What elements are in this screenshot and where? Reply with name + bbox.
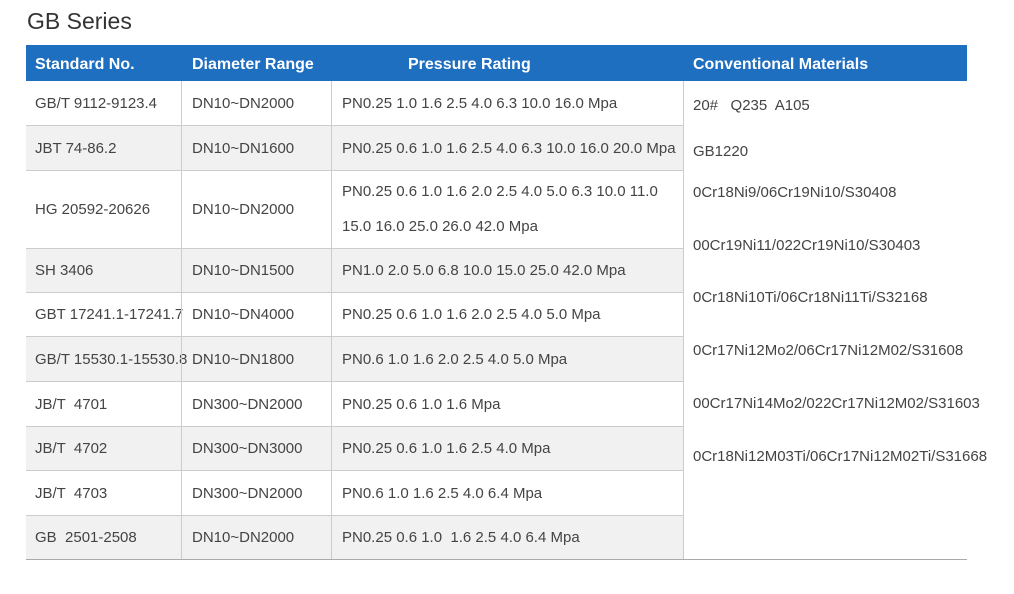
table-cell: JBT 74-86.2 — [35, 139, 117, 157]
material: 00Cr17Ni14Mo2/022Cr17Ni12M02/S31603 — [693, 395, 980, 412]
header-cell: Diameter Range — [192, 56, 314, 73]
table-cell: PN1.0 2.0 5.0 6.8 10.0 15.0 25.0 42.0 Mp… — [342, 262, 626, 279]
table-cell: SH 3406 — [35, 262, 94, 279]
table-header — [26, 45, 967, 81]
table-row — [26, 81, 683, 126]
column-divider — [683, 81, 684, 560]
table-cell: DN10~DN2000 — [192, 529, 295, 546]
table-row — [26, 249, 683, 293]
table-cell: 15.0 16.0 25.0 26.0 42.0 Mpa — [342, 218, 538, 235]
header-cell: Conventional Materials — [693, 56, 869, 73]
table-cell: JB/T 4703 — [35, 484, 108, 502]
table-cell: DN10~DN1600 — [192, 139, 295, 157]
table-row — [26, 126, 683, 171]
bottom-rule — [26, 559, 967, 560]
table-row — [26, 293, 683, 337]
material: GB1220 — [693, 143, 749, 160]
table-cell: GB/T 9112-9123.4 — [35, 94, 158, 112]
table-cell: PN0.25 0.6 1.0 1.6 2.5 4.0 6.3 10.0 16.0… — [342, 139, 676, 157]
header-cell: Pressure Rating — [408, 56, 531, 73]
table-cell: HG 20592-20626 — [35, 201, 151, 218]
table-cell: PN0.25 0.6 1.0 1.6 2.5 4.0 Mpa — [342, 440, 551, 457]
table-cell: DN10~DN2000 — [192, 94, 295, 112]
table-cell: PN0.25 0.6 1.0 1.6 2.5 4.0 6.4 Mpa — [342, 529, 580, 546]
table-cell: JB/T 4701 — [35, 395, 108, 413]
table-row — [26, 516, 683, 560]
table-row — [26, 471, 683, 516]
table-cell: DN300~DN3000 — [192, 440, 303, 457]
table-cell: GBT 17241.1-17241.7 — [35, 306, 184, 323]
table-cell: DN10~DN4000 — [192, 306, 295, 323]
table-cell: PN0.25 0.6 1.0 1.6 2.0 2.5 4.0 5.0 Mpa — [342, 306, 601, 323]
table-row — [26, 382, 683, 427]
table-cell: PN0.25 0.6 1.0 1.6 Mpa — [342, 395, 501, 413]
header-cell: Standard No. — [35, 56, 135, 73]
table-cell: PN0.25 1.0 1.6 2.5 4.0 6.3 10.0 16.0 Mpa — [342, 94, 618, 112]
table-cell: GB/T 15530.1-15530.8 — [35, 350, 188, 368]
column-divider — [331, 81, 332, 560]
table-cell: JB/T 4702 — [35, 440, 108, 457]
material: 0Cr18Ni12M03Ti/06Cr17Ni12M02Ti/S31668 — [693, 448, 988, 465]
material: 0Cr18Ni10Ti/06Cr18Ni11Ti/S32168 — [693, 289, 928, 306]
table-cell: PN0.25 0.6 1.0 1.6 2.0 2.5 4.0 5.0 6.3 1… — [342, 183, 658, 200]
material: 0Cr18Ni9/06Cr19Ni10/S30408 — [693, 184, 897, 201]
column-divider — [181, 81, 182, 560]
material: 00Cr19Ni11/022Cr19Ni10/S30403 — [693, 237, 921, 254]
table-cell: DN300~DN2000 — [192, 395, 303, 413]
table-cell: DN10~DN2000 — [192, 201, 295, 218]
material: 20# Q235 A105 — [693, 97, 810, 114]
table-cell: GB 2501-2508 — [35, 529, 137, 546]
material: 0Cr17Ni12Mo2/06Cr17Ni12M02/S31608 — [693, 342, 964, 359]
table-cell: DN300~DN2000 — [192, 484, 303, 502]
table-cell: PN0.6 1.0 1.6 2.0 2.5 4.0 5.0 Mpa — [342, 350, 568, 368]
table-row — [26, 337, 683, 382]
table-row — [26, 427, 683, 471]
table-cell: DN10~DN1800 — [192, 350, 295, 368]
table-cell: PN0.6 1.0 1.6 2.5 4.0 6.4 Mpa — [342, 484, 543, 502]
table-row — [26, 171, 683, 249]
table-cell: DN10~DN1500 — [192, 262, 295, 279]
page-title: GB Series — [27, 8, 132, 34]
